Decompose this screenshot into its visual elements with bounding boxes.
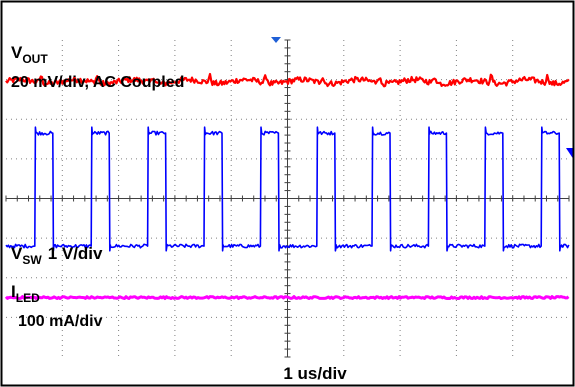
vout-label-sub: OUT [22,52,48,66]
vsw-label-sub: SW [22,253,42,267]
trigger-marker [271,37,281,43]
vout-label-main: V [11,43,23,62]
iled-scale-label: 100 mA/div [18,313,103,330]
vsw-label: VSW 1 V/div [11,244,103,267]
time-scale-label: 1 us/div [283,364,347,383]
graticule [5,39,570,358]
vsw-scale-label: 1 V/div [48,244,103,263]
trace-iled [4,295,570,300]
trace-vsw [5,126,570,252]
iled-label-main: I [11,282,16,301]
iled-label: ILED [11,282,40,305]
vout-label: VOUT [11,43,48,66]
iled-label-sub: LED [16,291,40,305]
vsw-label-main: V [11,244,23,263]
vout-scale-label: 20 mV/div, AC Coupled [11,74,184,91]
trace-vout [5,72,570,88]
trace-group [4,72,570,300]
channel-offset-marker [566,148,574,160]
